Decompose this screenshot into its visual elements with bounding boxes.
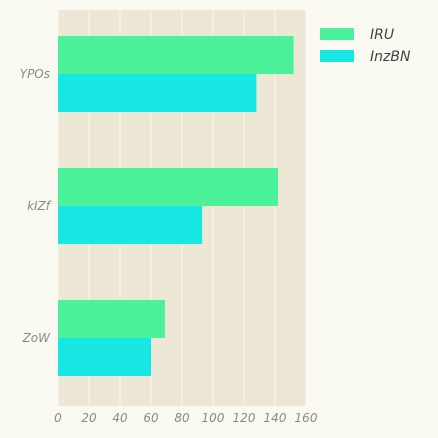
x-tick-label: 20 [81, 411, 97, 425]
y-tick-label: kIZf [27, 199, 52, 213]
bar-InzBN-kIZf [58, 206, 203, 244]
x-axis-ticks: 0 20 40 60 80 100 120 140 160 [54, 411, 318, 425]
legend-label: IRU [370, 27, 394, 43]
y-tick-label: ZoW [22, 331, 52, 345]
bar-IRU-kIZf [58, 168, 279, 206]
bar-IRU-YPOs [58, 36, 294, 74]
bar-InzBN-ZoW [58, 338, 151, 376]
y-axis-ticks: YPOs kIZf ZoW [20, 67, 52, 345]
x-tick-label: 40 [112, 411, 128, 425]
x-tick-label: 160 [295, 411, 318, 425]
bar-InzBN-YPOs [58, 74, 257, 112]
x-tick-label: 0 [54, 411, 62, 425]
x-tick-label: 60 [143, 411, 159, 425]
legend: IRU InzBN [320, 27, 411, 65]
bars-group [58, 36, 294, 376]
bar-IRU-ZoW [58, 300, 165, 338]
x-tick-label: 120 [233, 411, 256, 425]
legend-swatch [320, 28, 354, 40]
x-tick-label: 140 [264, 411, 287, 425]
x-tick-label: 80 [174, 411, 190, 425]
x-tick-label: 100 [202, 411, 225, 425]
y-tick-label: YPOs [20, 67, 50, 81]
legend-label: InzBN [370, 49, 411, 65]
legend-swatch [320, 50, 354, 62]
